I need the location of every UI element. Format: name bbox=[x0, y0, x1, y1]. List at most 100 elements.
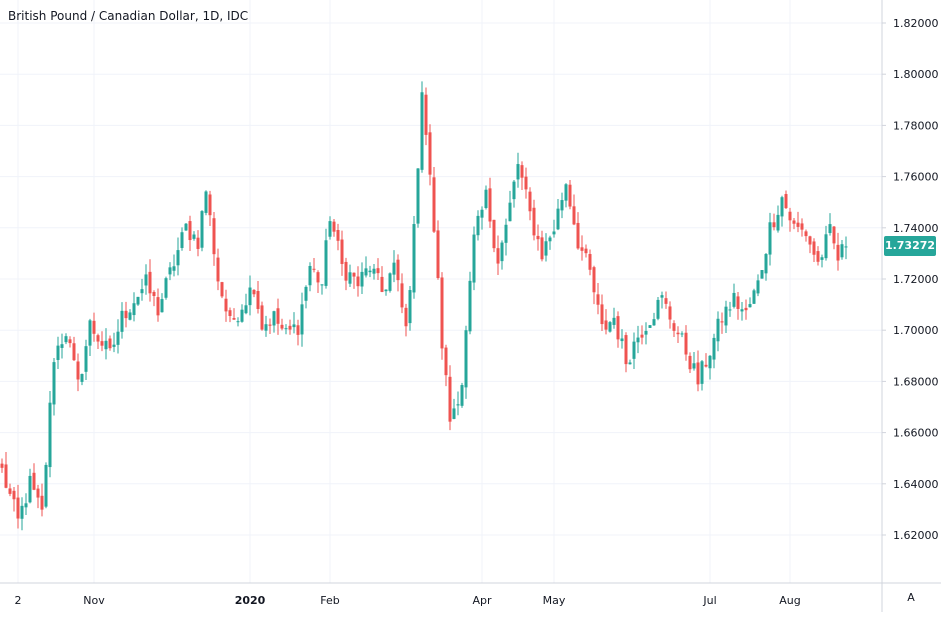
candle bbox=[80, 373, 84, 386]
candle bbox=[4, 451, 8, 489]
candle bbox=[368, 265, 372, 278]
candle bbox=[596, 282, 600, 315]
candle bbox=[344, 257, 348, 291]
candle bbox=[508, 190, 512, 222]
candle bbox=[228, 307, 232, 323]
candle bbox=[380, 266, 384, 293]
candle bbox=[140, 278, 144, 301]
y-tick-label: 1.74000 bbox=[893, 222, 939, 235]
candle bbox=[300, 292, 304, 347]
x-tick-label: 2 bbox=[15, 594, 22, 607]
candle bbox=[28, 468, 32, 504]
candle bbox=[684, 325, 688, 361]
candle bbox=[324, 228, 328, 289]
candle bbox=[388, 272, 392, 293]
candle bbox=[48, 391, 52, 478]
candle bbox=[276, 298, 280, 335]
candle bbox=[676, 326, 680, 343]
candle bbox=[688, 352, 692, 373]
candle bbox=[652, 312, 656, 326]
y-tick-label: 1.72000 bbox=[893, 273, 939, 286]
candle bbox=[148, 259, 152, 302]
x-tick-label: 2020 bbox=[235, 594, 266, 607]
candle bbox=[412, 215, 416, 299]
candle bbox=[404, 303, 408, 337]
candle bbox=[780, 195, 784, 227]
chart-title: British Pound / Canadian Dollar, 1D, IDC bbox=[8, 9, 249, 23]
candle bbox=[556, 199, 560, 231]
candle bbox=[256, 280, 260, 314]
candle bbox=[708, 355, 712, 380]
candle bbox=[440, 272, 444, 360]
candle bbox=[424, 87, 428, 146]
candle bbox=[700, 359, 704, 391]
candle bbox=[656, 296, 660, 321]
candle bbox=[432, 166, 436, 234]
candle bbox=[252, 289, 256, 298]
candle bbox=[184, 222, 188, 231]
candle bbox=[128, 309, 132, 321]
candle bbox=[112, 332, 116, 353]
candle bbox=[640, 325, 644, 345]
x-tick-label: Jul bbox=[702, 594, 716, 607]
candle bbox=[480, 206, 484, 230]
candle bbox=[784, 190, 788, 210]
candle bbox=[476, 210, 480, 241]
candle bbox=[828, 213, 832, 236]
candle bbox=[264, 315, 268, 337]
candle bbox=[560, 192, 564, 219]
candle bbox=[292, 312, 296, 334]
candle bbox=[204, 190, 208, 216]
candle bbox=[8, 483, 12, 497]
candle bbox=[572, 194, 576, 226]
candle bbox=[400, 273, 404, 314]
candle bbox=[680, 331, 684, 338]
candle bbox=[648, 325, 652, 328]
candle bbox=[160, 293, 164, 313]
candle bbox=[56, 336, 60, 369]
candle bbox=[104, 328, 108, 360]
candle bbox=[496, 235, 500, 276]
candle bbox=[20, 497, 24, 531]
candle bbox=[544, 233, 548, 262]
candle bbox=[260, 301, 264, 331]
candle bbox=[420, 81, 424, 173]
candle bbox=[520, 161, 524, 191]
candle bbox=[624, 332, 628, 373]
candle bbox=[220, 281, 224, 299]
candle bbox=[416, 168, 420, 228]
candle bbox=[492, 219, 496, 253]
candle bbox=[464, 325, 468, 399]
candle bbox=[484, 185, 488, 210]
candle bbox=[636, 325, 640, 354]
candle bbox=[804, 229, 808, 242]
candle bbox=[788, 207, 792, 232]
candle bbox=[60, 333, 64, 359]
last-price-label: 1.73272 bbox=[884, 236, 936, 257]
candle bbox=[348, 264, 352, 288]
candle bbox=[328, 216, 332, 240]
candle bbox=[664, 291, 668, 309]
candle bbox=[224, 289, 228, 322]
candle bbox=[576, 212, 580, 250]
candle bbox=[732, 283, 736, 309]
candle bbox=[364, 256, 368, 278]
candle bbox=[720, 312, 724, 334]
candle bbox=[168, 262, 172, 281]
candle bbox=[536, 224, 540, 251]
candle bbox=[244, 293, 248, 315]
candle bbox=[796, 211, 800, 233]
y-tick-label: 1.76000 bbox=[893, 171, 939, 184]
candle bbox=[532, 199, 536, 241]
candle bbox=[272, 310, 276, 333]
candle bbox=[68, 336, 72, 348]
candle bbox=[460, 382, 464, 408]
candle bbox=[16, 484, 20, 529]
candle bbox=[268, 318, 272, 335]
candle bbox=[336, 223, 340, 251]
auto-scale-button[interactable]: A bbox=[902, 589, 920, 607]
candle bbox=[528, 187, 532, 221]
candle bbox=[836, 232, 840, 271]
